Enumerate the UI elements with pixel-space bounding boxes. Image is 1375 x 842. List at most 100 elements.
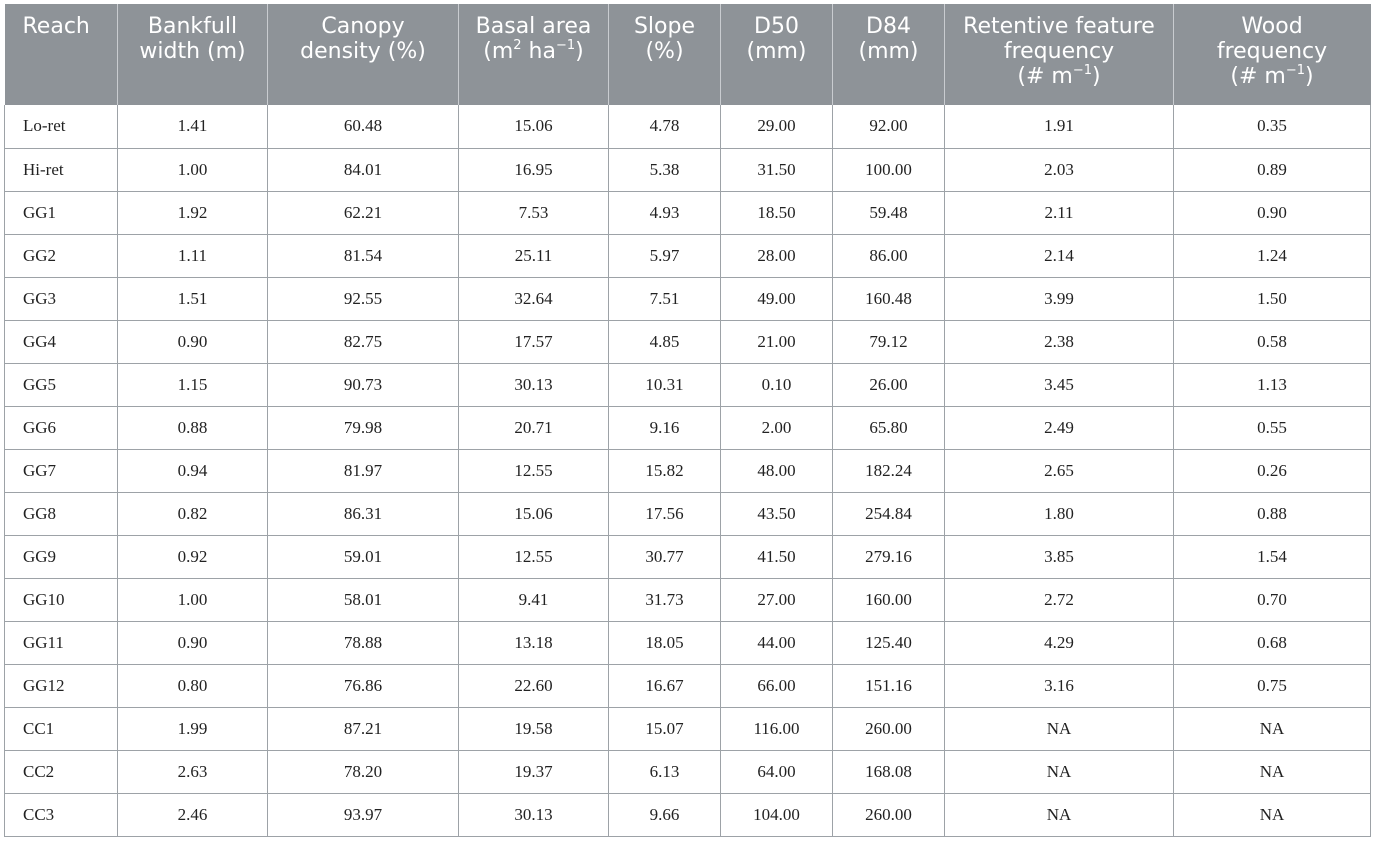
cell-retentive-feature-frequency: 2.49 — [944, 406, 1174, 450]
cell-slope: 7.51 — [608, 277, 721, 321]
header-wood-sup: −1 — [1285, 62, 1306, 78]
cell-basal-area: 22.60 — [458, 664, 609, 708]
cell-wood-frequency: NA — [1173, 707, 1371, 751]
cell-reach: CC2 — [4, 750, 118, 794]
cell-canopy-density: 78.20 — [267, 750, 459, 794]
cell-reach: GG10 — [4, 578, 118, 622]
cell-slope: 5.97 — [608, 234, 721, 278]
table-body: Lo-ret 1.41 60.48 15.06 4.78 29.00 92.00 1.91 0.… — [4, 105, 1371, 837]
cell-reach: GG2 — [4, 234, 118, 278]
cell-basal-area: 7.53 — [458, 191, 609, 235]
header-d50: D50 (mm) — [720, 4, 833, 105]
cell-d84: 254.84 — [832, 492, 945, 536]
cell-wood-frequency: 0.70 — [1173, 578, 1371, 622]
cell-d84: 279.16 — [832, 535, 945, 579]
cell-canopy-density: 59.01 — [267, 535, 459, 579]
header-d50-line2: (mm) — [746, 39, 807, 64]
cell-basal-area: 16.95 — [458, 148, 609, 192]
table-row: CC3 2.46 93.97 30.13 9.66 104.00 260.00 NA NA — [4, 793, 1371, 837]
cell-retentive-feature-frequency: NA — [944, 793, 1174, 837]
header-basal-mid: ha — [521, 39, 556, 64]
cell-reach: GG4 — [4, 320, 118, 364]
cell-bankfull-width: 2.63 — [117, 750, 268, 794]
cell-reach: Lo-ret — [4, 105, 118, 149]
table-row: Lo-ret 1.41 60.48 15.06 4.78 29.00 92.00 1.91 0.… — [4, 105, 1371, 149]
cell-retentive-feature-frequency: NA — [944, 707, 1174, 751]
cell-slope: 9.66 — [608, 793, 721, 837]
cell-reach: GG3 — [4, 277, 118, 321]
cell-retentive-feature-frequency: 3.99 — [944, 277, 1174, 321]
table-row: GG12 0.80 76.86 22.60 16.67 66.00 151.16 3.16 0.… — [4, 664, 1371, 708]
cell-wood-frequency: 0.88 — [1173, 492, 1371, 536]
header-d84: D84 (mm) — [832, 4, 945, 105]
cell-d50: 21.00 — [720, 320, 833, 364]
cell-retentive-feature-frequency: 2.72 — [944, 578, 1174, 622]
header-retentive-sup: −1 — [1072, 62, 1093, 78]
cell-bankfull-width: 0.80 — [117, 664, 268, 708]
cell-slope: 9.16 — [608, 406, 721, 450]
header-slope: Slope (%) — [608, 4, 721, 105]
cell-bankfull-width: 1.11 — [117, 234, 268, 278]
header-wood-frequency: Wood frequency (# m−1) — [1173, 4, 1371, 105]
cell-d84: 79.12 — [832, 320, 945, 364]
cell-reach: GG7 — [4, 449, 118, 493]
cell-retentive-feature-frequency: 1.91 — [944, 105, 1174, 149]
cell-d50: 64.00 — [720, 750, 833, 794]
cell-retentive-feature-frequency: 2.65 — [944, 449, 1174, 493]
header-retentive-line1: Retentive feature — [963, 14, 1155, 39]
cell-canopy-density: 82.75 — [267, 320, 459, 364]
header-row: Reach Bankfull width (m) Canopy density … — [4, 4, 1371, 105]
cell-d84: 125.40 — [832, 621, 945, 665]
cell-basal-area: 20.71 — [458, 406, 609, 450]
cell-d84: 100.00 — [832, 148, 945, 192]
header-reach-label: Reach — [22, 14, 90, 39]
cell-slope: 31.73 — [608, 578, 721, 622]
cell-bankfull-width: 0.90 — [117, 320, 268, 364]
cell-slope: 17.56 — [608, 492, 721, 536]
cell-wood-frequency: 0.89 — [1173, 148, 1371, 192]
cell-d50: 104.00 — [720, 793, 833, 837]
header-retentive-end: ) — [1092, 64, 1101, 89]
cell-slope: 15.07 — [608, 707, 721, 751]
cell-reach: GG9 — [4, 535, 118, 579]
cell-slope: 16.67 — [608, 664, 721, 708]
cell-wood-frequency: 1.50 — [1173, 277, 1371, 321]
header-canopy-density: Canopy density (%) — [267, 4, 459, 105]
cell-canopy-density: 92.55 — [267, 277, 459, 321]
cell-d84: 160.00 — [832, 578, 945, 622]
cell-bankfull-width: 0.90 — [117, 621, 268, 665]
cell-reach: CC3 — [4, 793, 118, 837]
cell-canopy-density: 81.54 — [267, 234, 459, 278]
cell-d50: 27.00 — [720, 578, 833, 622]
header-wood-line2: frequency — [1216, 39, 1328, 64]
cell-basal-area: 15.06 — [458, 492, 609, 536]
cell-canopy-density: 79.98 — [267, 406, 459, 450]
cell-bankfull-width: 1.15 — [117, 363, 268, 407]
header-basal-end: ) — [575, 39, 584, 64]
header-reach: Reach — [4, 4, 118, 105]
cell-wood-frequency: 1.13 — [1173, 363, 1371, 407]
table-row: Hi-ret 1.00 84.01 16.95 5.38 31.50 100.00 2.03 0… — [4, 148, 1371, 192]
header-canopy-line2: density (%) — [300, 39, 426, 64]
cell-d50: 18.50 — [720, 191, 833, 235]
header-retentive-feature-frequency: Retentive feature frequency (# m−1) — [944, 4, 1174, 105]
table-row: GG5 1.15 90.73 30.13 10.31 0.10 26.00 3.45 1.13 — [4, 363, 1371, 407]
table-header: Reach Bankfull width (m) Canopy density … — [4, 4, 1371, 105]
cell-retentive-feature-frequency: 2.03 — [944, 148, 1174, 192]
cell-wood-frequency: 0.90 — [1173, 191, 1371, 235]
cell-canopy-density: 76.86 — [267, 664, 459, 708]
cell-basal-area: 25.11 — [458, 234, 609, 278]
cell-d84: 168.08 — [832, 750, 945, 794]
cell-slope: 10.31 — [608, 363, 721, 407]
cell-slope: 30.77 — [608, 535, 721, 579]
cell-retentive-feature-frequency: 1.80 — [944, 492, 1174, 536]
header-wood-line3: (# m — [1230, 64, 1286, 89]
cell-canopy-density: 78.88 — [267, 621, 459, 665]
cell-wood-frequency: 0.68 — [1173, 621, 1371, 665]
cell-retentive-feature-frequency: 2.14 — [944, 234, 1174, 278]
cell-d84: 86.00 — [832, 234, 945, 278]
table-row: GG10 1.00 58.01 9.41 31.73 27.00 160.00 2.72 0.7… — [4, 578, 1371, 622]
cell-retentive-feature-frequency: 3.16 — [944, 664, 1174, 708]
cell-slope: 18.05 — [608, 621, 721, 665]
cell-slope: 4.93 — [608, 191, 721, 235]
